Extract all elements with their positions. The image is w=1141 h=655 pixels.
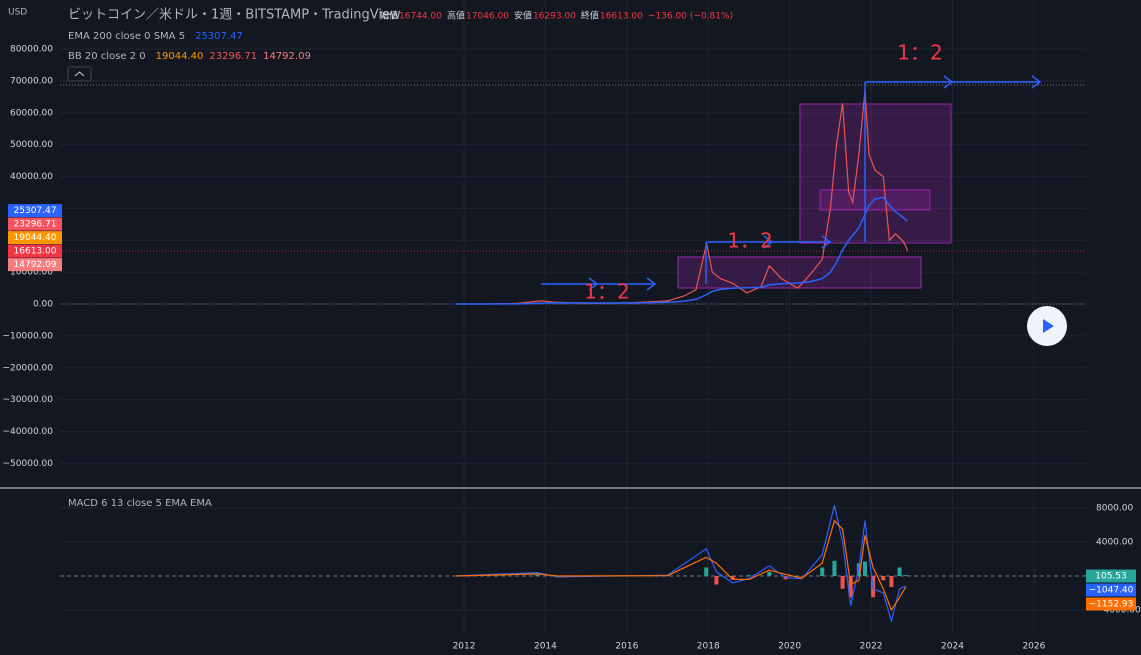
annotation: 1：2 bbox=[584, 280, 629, 304]
price-badge bbox=[8, 217, 62, 231]
chart-title: ビットコイン／米ドル・1週・BITSTAMP・TradingView bbox=[68, 8, 401, 23]
price-badge-label: 14792.09 bbox=[14, 260, 57, 270]
ohlc-label: 安値 bbox=[514, 10, 532, 22]
arrows bbox=[541, 75, 1042, 291]
indicator-value: 23296.71 bbox=[209, 51, 257, 62]
y-tick-label: 4000.00 bbox=[1096, 537, 1133, 547]
arrow-head bbox=[821, 235, 832, 249]
macd-badge-label: −1047.40 bbox=[1089, 586, 1134, 596]
series bbox=[455, 90, 909, 624]
collapse-icon bbox=[74, 71, 85, 77]
histogram-bar bbox=[897, 567, 902, 577]
y-tick-label: 70000.00 bbox=[10, 76, 53, 86]
indicator-value: 14792.09 bbox=[263, 51, 311, 62]
y-tick-label: 10000.00 bbox=[10, 268, 53, 278]
y-tick-label: −40000.00 bbox=[3, 427, 54, 437]
indicator-value: 25307.47 bbox=[195, 31, 243, 42]
histogram-bar bbox=[840, 576, 845, 589]
annotation: 1：2 bbox=[897, 41, 942, 65]
y-tick-label: 0.00 bbox=[33, 300, 53, 310]
macd-badge bbox=[1086, 583, 1136, 597]
histogram-bar bbox=[714, 576, 719, 585]
macd-title: MACD 6 13 close 5 EMA EMA bbox=[68, 498, 212, 509]
ohlc-label: 終値 bbox=[581, 10, 599, 22]
x-tick-label: 2024 bbox=[941, 642, 964, 652]
ohlc-value: 16744.00 bbox=[399, 12, 442, 22]
x-tick-label: 2022 bbox=[860, 642, 883, 652]
y-tick-label: −4000.00 bbox=[1096, 606, 1141, 616]
ohlc-value: 16293.00 bbox=[533, 12, 576, 22]
arrow-head bbox=[1031, 75, 1042, 89]
y-tick-label: −50000.00 bbox=[3, 459, 54, 469]
grid bbox=[60, 0, 1086, 632]
price-badge bbox=[8, 244, 62, 258]
macd-badge bbox=[1086, 597, 1136, 611]
box bbox=[799, 103, 952, 244]
histogram-bar bbox=[535, 574, 540, 577]
histogram-bar bbox=[767, 571, 772, 577]
ohlc-value: 17046.00 bbox=[466, 12, 509, 22]
indicator-name: EMA 200 close 0 SMA 5 bbox=[68, 31, 185, 42]
x-tick-label: 2016 bbox=[615, 642, 638, 652]
change-value: (−0.81%) bbox=[690, 12, 733, 22]
ohlc-label: 始値 bbox=[380, 10, 398, 22]
histogram-bar bbox=[704, 567, 709, 577]
macd-badge-label: −1152.93 bbox=[1089, 600, 1134, 610]
annotation: 1．2 bbox=[727, 229, 772, 253]
play-icon bbox=[1043, 319, 1054, 333]
histogram-bar bbox=[862, 561, 867, 577]
price-badge-label: 19044.40 bbox=[14, 233, 57, 243]
histogram-bar bbox=[903, 575, 908, 577]
arrow-head bbox=[943, 75, 954, 89]
arrow-head bbox=[588, 277, 599, 291]
x-tick-label: 2012 bbox=[453, 642, 476, 652]
indicator-value: 19044.40 bbox=[156, 51, 204, 62]
histogram-bar bbox=[848, 576, 853, 598]
x-tick-label: 2020 bbox=[778, 642, 801, 652]
histogram-bar bbox=[820, 567, 825, 577]
ema-line bbox=[455, 196, 909, 305]
histogram-bar bbox=[889, 576, 894, 588]
arrow-head bbox=[646, 277, 657, 291]
price-badge-label: 25307.47 bbox=[14, 206, 57, 216]
y-tick-label: 40000.00 bbox=[10, 172, 53, 182]
macd-line bbox=[455, 505, 906, 624]
y-tick-label: −30000.00 bbox=[3, 395, 54, 405]
macd-badge bbox=[1086, 569, 1136, 583]
price-badge bbox=[8, 231, 62, 245]
y-tick-label: −10000.00 bbox=[3, 331, 54, 341]
y-tick-label: −20000.00 bbox=[3, 363, 54, 373]
histogram-bar bbox=[832, 560, 837, 577]
x-tick-label: 2014 bbox=[534, 642, 557, 652]
unit-label: USD bbox=[8, 8, 27, 18]
price-badge bbox=[8, 204, 62, 218]
arrow-head bbox=[763, 235, 774, 249]
ohlc-header: 始値 16744.00 高値 17046.00 安値 16293.00 終値 16613.00… bbox=[380, 10, 733, 22]
macd-badge-label: 105.53 bbox=[1095, 572, 1127, 582]
histogram-bar bbox=[730, 576, 735, 580]
x-tick-label: 2026 bbox=[1022, 642, 1045, 652]
x-tick-label: 2018 bbox=[697, 642, 720, 652]
collapse-button[interactable] bbox=[67, 66, 92, 82]
ohlc-label: 高値 bbox=[447, 10, 465, 22]
histogram-bar bbox=[881, 576, 886, 581]
price-badge bbox=[8, 258, 62, 272]
ohlc-value: 16613.00 bbox=[600, 12, 643, 22]
change-value: −136.00 bbox=[648, 12, 687, 22]
price-badge-label: 23296.71 bbox=[14, 220, 57, 230]
y-tick-label: 50000.00 bbox=[10, 140, 53, 150]
y-tick-label: 60000.00 bbox=[10, 108, 53, 118]
indicator-name: BB 20 close 2 0 bbox=[68, 51, 146, 62]
signal-line bbox=[455, 519, 907, 612]
histogram-bar bbox=[746, 575, 751, 577]
price-badge-label: 16613.00 bbox=[14, 247, 57, 257]
y-tick-label: 8000.00 bbox=[1096, 503, 1133, 513]
y-tick-label: 80000.00 bbox=[10, 45, 53, 55]
